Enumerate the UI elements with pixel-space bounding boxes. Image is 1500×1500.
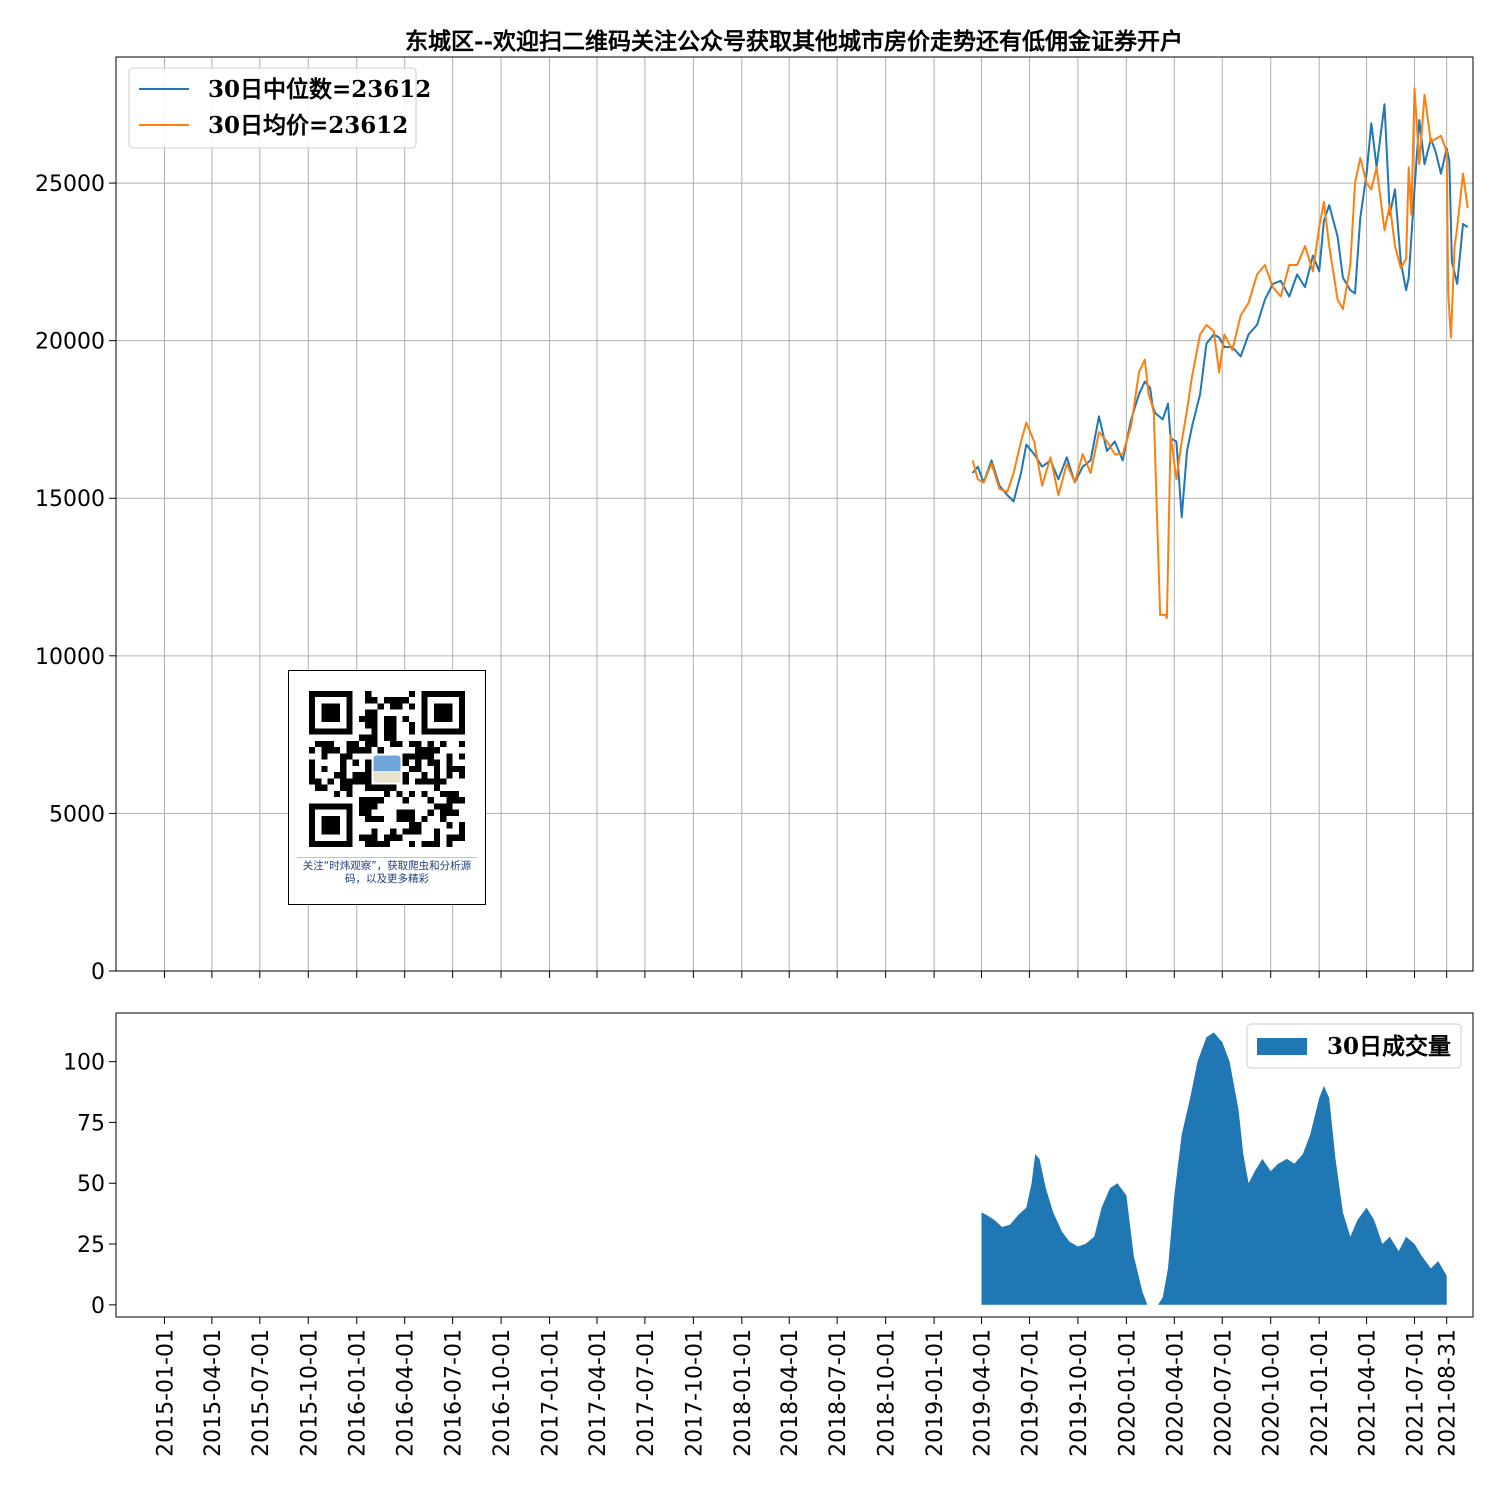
series-line-mean <box>971 87 1469 619</box>
top-y-tick-label-0: 0 <box>91 960 105 985</box>
top-series-lines <box>971 87 1469 619</box>
top-y-tick-label-5: 25000 <box>35 172 105 197</box>
top-y-tick-label-3: 15000 <box>35 487 105 512</box>
top-legend: 30日中位数=23612 30日均价=23612 <box>128 67 431 149</box>
qr-code-icon <box>309 691 465 847</box>
top-legend-box <box>128 67 417 149</box>
series-line-median <box>971 103 1469 519</box>
legend-label-mean: 30日均价=23612 <box>208 112 408 139</box>
top-y-axis: 0 5000 10000 15000 20000 25000 <box>35 172 116 985</box>
legend-label-median: 30日中位数=23612 <box>208 76 431 103</box>
qr-code-panel: 关注“时炜观察”，获取爬虫和分析源码，以及更多精彩 <box>288 670 486 905</box>
qr-caption: 关注“时炜观察”，获取爬虫和分析源码，以及更多精彩 <box>302 860 472 885</box>
top-plot-frame <box>115 56 1474 972</box>
top-x-axis <box>163 971 1448 978</box>
qr-divider <box>297 857 477 858</box>
top-y-tick-label-2: 10000 <box>35 645 105 670</box>
top-grid <box>116 57 1473 972</box>
chart-title: 东城区--欢迎扫二维码关注公众号获取其他城市房价走势还有低佣金证券开户 <box>404 28 1184 55</box>
top-y-tick-label-1: 5000 <box>49 802 105 827</box>
top-y-tick-label-4: 20000 <box>35 330 105 355</box>
